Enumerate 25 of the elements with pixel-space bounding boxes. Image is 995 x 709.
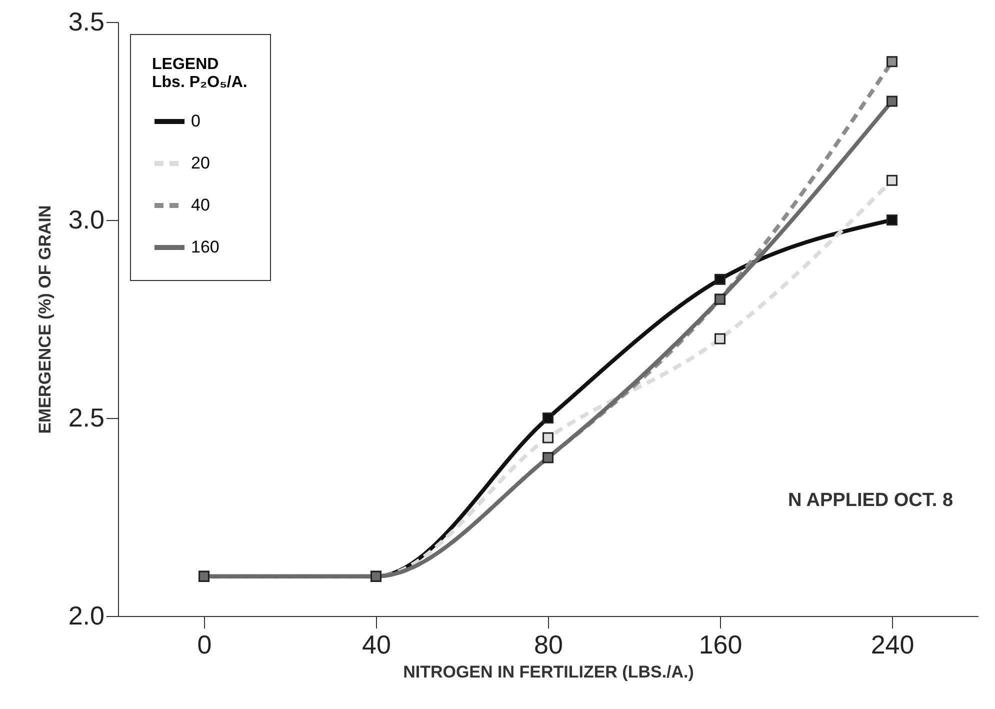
- point: [886, 96, 898, 107]
- legend-label: 160: [191, 238, 220, 256]
- point: [542, 412, 554, 424]
- y-tick-label: 3.5: [68, 6, 104, 36]
- point: [886, 214, 898, 226]
- annotation: N APPLIED OCT. 8: [788, 490, 954, 512]
- x-tick-label: 0: [197, 630, 212, 660]
- y-tick-label: 2.0: [68, 600, 104, 630]
- point: [886, 56, 898, 68]
- y-tick-label: 2.5: [68, 402, 104, 432]
- point: [714, 274, 726, 285]
- x-tick-label: 240: [870, 630, 914, 660]
- y-tick-label: 3.0: [68, 204, 104, 234]
- x-tick-label: 160: [698, 630, 742, 660]
- legend-label: 0: [191, 112, 200, 130]
- point: [714, 333, 726, 344]
- point: [886, 174, 898, 186]
- legend-label: 40: [191, 196, 210, 214]
- x-axis-title: NITROGEN IN FERTILIZER (LBS./A.): [403, 662, 694, 682]
- point: [542, 432, 554, 444]
- x-tick-label: 40: [362, 630, 391, 660]
- legend-label: 20: [191, 154, 210, 172]
- x-tick-label: 80: [534, 630, 563, 660]
- legend-title: LEGEND Lbs. P₂O₅/A.: [152, 56, 248, 91]
- y-axis-title: EMERGENCE (%) OF GRAIN: [35, 205, 54, 434]
